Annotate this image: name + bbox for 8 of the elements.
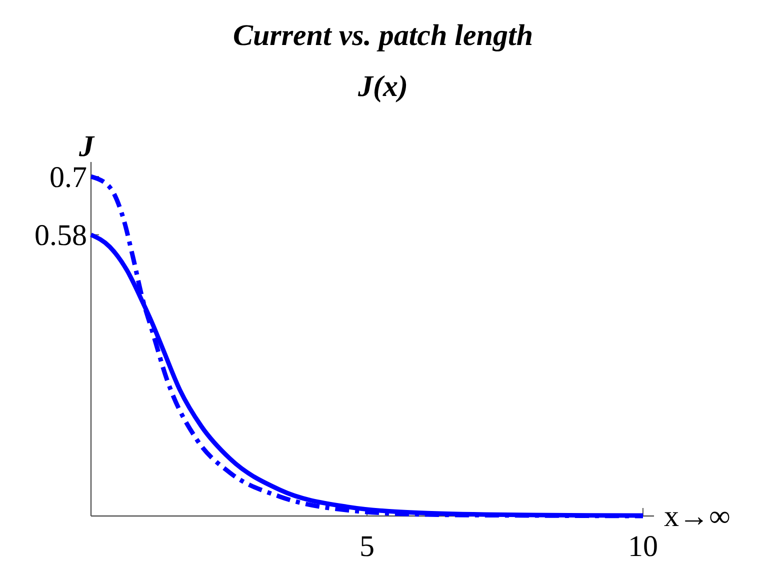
chart-subtitle: J(x)	[357, 70, 408, 103]
x-tick-label: 5	[359, 530, 374, 563]
chart-title: Current vs. patch length	[232, 19, 534, 52]
x-tick-label: 10	[628, 530, 658, 563]
y-axis-title: J	[78, 130, 95, 163]
y-tick-label: 0.7	[50, 161, 87, 194]
y-tick-label: 0.58	[34, 219, 87, 252]
x-axis-title: x→∞	[664, 500, 730, 533]
